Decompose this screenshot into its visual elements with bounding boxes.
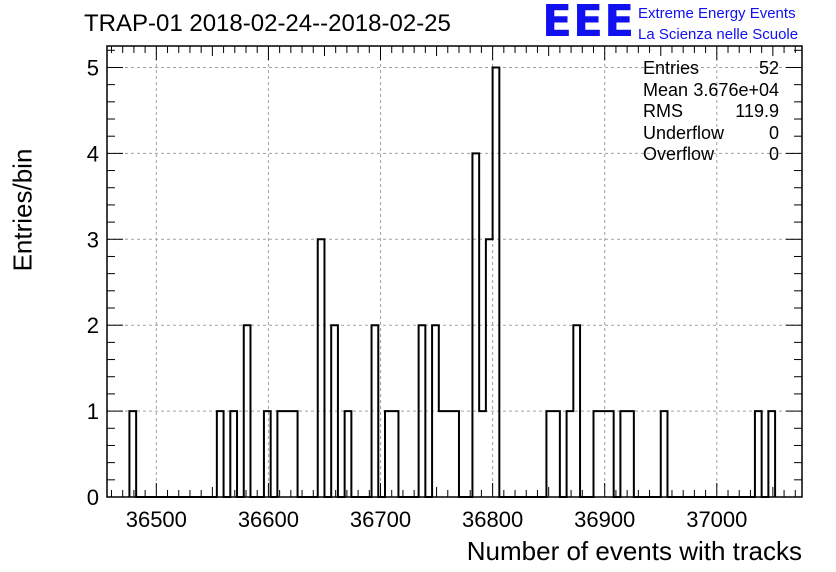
stats-value: 119.9 bbox=[735, 101, 779, 121]
stats-box: Entries 52 Mean 3.676e+04 RMS 119.9 Unde… bbox=[641, 58, 781, 166]
y-tick-label: 4 bbox=[87, 141, 99, 166]
y-tick-label: 5 bbox=[87, 55, 99, 80]
stats-label: RMS bbox=[643, 101, 683, 121]
y-tick-label: 1 bbox=[87, 399, 99, 424]
stats-label: Underflow bbox=[643, 122, 725, 143]
stats-row-entries: Entries 52 bbox=[641, 58, 781, 80]
x-tick-label: 36700 bbox=[350, 507, 411, 532]
stats-value: 0 bbox=[768, 122, 779, 143]
x-tick-label: 36500 bbox=[126, 507, 187, 532]
x-tick-label: 36900 bbox=[574, 507, 635, 532]
stats-value: 52 bbox=[758, 58, 779, 78]
stats-row-overflow: Overflow 0 bbox=[641, 144, 781, 166]
stats-value: 0 bbox=[768, 144, 779, 164]
eee-logo-mark: EEE bbox=[542, 0, 636, 47]
plot-frame bbox=[106, 45, 803, 498]
chart-title: TRAP-01 2018-02-24--2018-02-25 bbox=[84, 10, 451, 37]
y-tick-label: 3 bbox=[87, 227, 99, 252]
x-tick-label: 36600 bbox=[238, 507, 299, 532]
y-tick-label: 0 bbox=[87, 485, 99, 510]
stats-label: Entries bbox=[643, 58, 700, 78]
y-tick-label: 2 bbox=[87, 313, 99, 338]
stats-row-underflow: Underflow 0 bbox=[641, 123, 781, 145]
x-tick-label: 36800 bbox=[462, 507, 523, 532]
eee-logo: EEE Extreme Energy Events La Scienza nel… bbox=[542, 0, 832, 47]
stats-row-rms: RMS 119.9 bbox=[641, 101, 781, 123]
stats-label: Overflow bbox=[643, 144, 715, 164]
logo-line-1: Extreme Energy Events bbox=[638, 5, 796, 22]
x-axis-label: Number of events with tracks bbox=[466, 536, 802, 566]
logo-line-2: La Scienza nelle Scuole bbox=[638, 26, 799, 43]
x-tick-label: 37000 bbox=[686, 507, 747, 532]
stats-label: Mean bbox=[643, 79, 689, 100]
stats-value: 3.676e+04 bbox=[693, 79, 779, 100]
stats-row-mean: Mean 3.676e+04 bbox=[641, 80, 781, 102]
